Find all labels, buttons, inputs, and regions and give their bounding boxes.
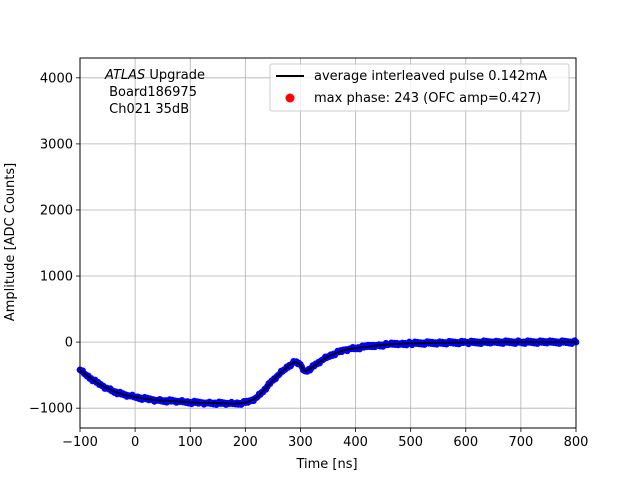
y-tick-label: 0: [65, 336, 73, 351]
legend-box: [269, 63, 570, 112]
x-axis: −100 0 100 200 300 400 500 600 700 800: [62, 428, 588, 450]
y-tick-label: 2000: [40, 203, 73, 218]
annotation-line3: Ch021 35dB: [105, 102, 189, 117]
x-tick-label: 300: [288, 435, 313, 450]
x-axis-label: Time [ns]: [295, 457, 357, 472]
y-axis-label: Amplitude [ADC Counts]: [3, 163, 18, 321]
x-tick-label: 500: [398, 435, 423, 450]
x-tick-label: 200: [233, 435, 258, 450]
annotation-line1: ATLAS Upgrade: [104, 68, 205, 83]
annotation-italic: ATLAS: [104, 68, 145, 83]
average-pulse-line: [79, 341, 576, 405]
legend: average interleaved pulse 0.142mA max ph…: [269, 63, 570, 112]
plot-frame: [79, 57, 577, 429]
plot-area: [76, 337, 580, 408]
x-tick-label: −100: [62, 435, 98, 450]
y-tick-label: 1000: [40, 270, 73, 285]
annotation: ATLAS Upgrade Board186975 Ch021 35dB: [104, 68, 205, 117]
y-axis: −1000 0 1000 2000 3000 4000: [29, 71, 80, 417]
x-tick-label: 800: [564, 435, 589, 450]
x-tick-label: 0: [131, 435, 139, 450]
y-tick-label: −1000: [29, 402, 73, 417]
annotation-line2: Board186975: [105, 85, 197, 100]
legend-entry-max-phase: max phase: 243 (OFC amp=0.427): [314, 91, 541, 106]
legend-entry-average-pulse: average interleaved pulse 0.142mA: [314, 69, 547, 84]
x-tick-label: 600: [453, 435, 478, 450]
annotation-line1-rest: Upgrade: [145, 68, 205, 83]
legend-marker-swatch: [285, 93, 295, 103]
y-tick-label: 4000: [40, 71, 73, 86]
x-tick-label: 400: [343, 435, 368, 450]
data-points: [76, 337, 580, 408]
x-tick-label: 100: [178, 435, 203, 450]
grid: [79, 58, 577, 428]
x-tick-label: 700: [508, 435, 533, 450]
y-tick-label: 3000: [40, 137, 73, 152]
